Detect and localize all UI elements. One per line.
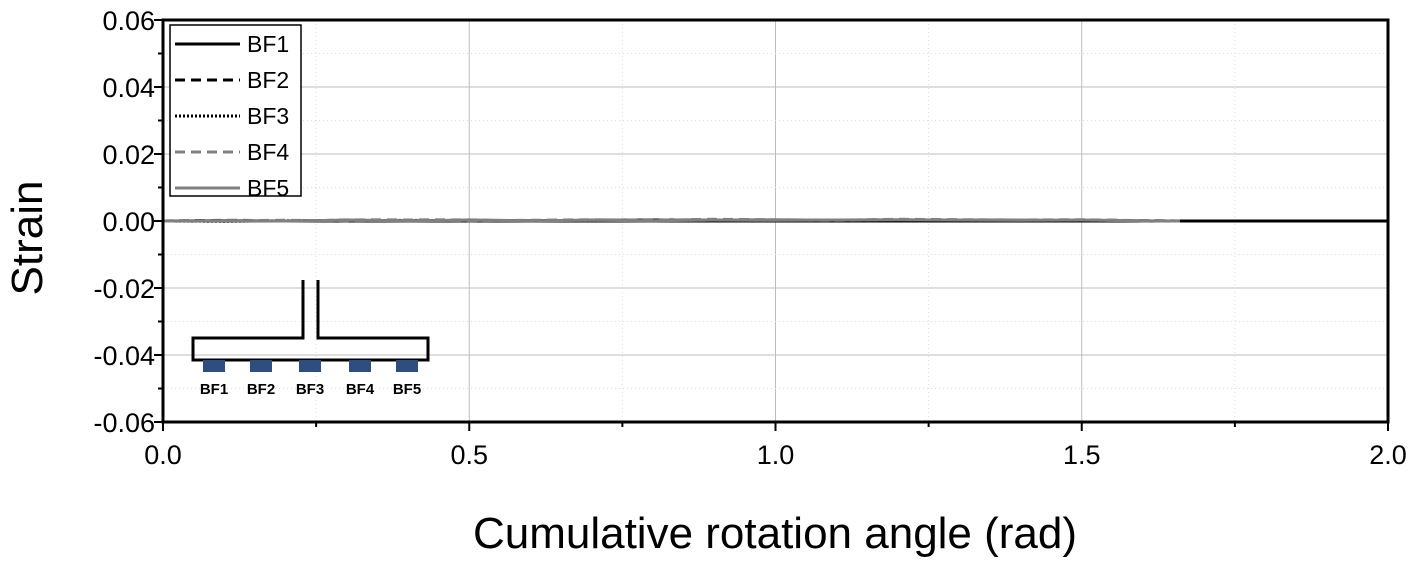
inset-diagram: BF1 BF2 BF3 BF4 BF5 — [191, 280, 430, 398]
legend-box — [169, 24, 302, 197]
y-tick-label: 0.06 — [102, 6, 155, 36]
strain-gauge-bf1 — [203, 360, 225, 372]
y-tick-label: -0.06 — [93, 408, 155, 438]
legend-label-bf2: BF2 — [247, 67, 289, 93]
inset-label-bf2: BF2 — [247, 381, 275, 398]
y-tick-label: 0.00 — [102, 207, 155, 237]
series-line-bf5 — [162, 218, 1180, 223]
y-tick-label: 0.04 — [102, 73, 155, 103]
strain-gauge-bf4 — [349, 360, 371, 372]
legend: BF1 BF2 BF3 BF4 BF5 — [169, 24, 302, 201]
tick-labels: 0.0 0.5 1.0 1.5 2.0 -0.06 -0.04 -0.02 0.00 0.02 0.… — [93, 6, 1406, 470]
y-tick-label: 0.02 — [102, 140, 155, 170]
axes — [154, 18, 1390, 431]
legend-label-bf1: BF1 — [247, 31, 289, 57]
legend-label-bf3: BF3 — [247, 103, 289, 129]
y-axis-title: Strain — [3, 181, 52, 296]
strain-gauge-bf5 — [396, 360, 418, 372]
strain-gauge-bf2 — [250, 360, 272, 372]
x-tick-label: 0.0 — [144, 440, 182, 470]
x-tick-label: 1.5 — [1063, 440, 1101, 470]
x-tick-label: 1.0 — [757, 440, 795, 470]
y-tick-label: -0.04 — [93, 341, 155, 371]
y-tick-label: -0.02 — [93, 274, 155, 304]
legend-label-bf5: BF5 — [247, 175, 289, 201]
inset-label-bf3: BF3 — [296, 381, 324, 398]
inset-structure-outline — [191, 280, 430, 362]
x-axis-title: Cumulative rotation angle (rad) — [473, 509, 1077, 558]
inset-label-bf1: BF1 — [200, 381, 228, 398]
series-lines — [162, 217, 1388, 223]
strain-gauge-bf3 — [299, 360, 321, 372]
inset-label-bf5: BF5 — [393, 381, 421, 398]
legend-label-bf4: BF4 — [247, 139, 289, 165]
x-tick-label: 2.0 — [1369, 440, 1407, 470]
x-tick-label: 0.5 — [450, 440, 488, 470]
inset-label-bf4: BF4 — [346, 381, 375, 398]
